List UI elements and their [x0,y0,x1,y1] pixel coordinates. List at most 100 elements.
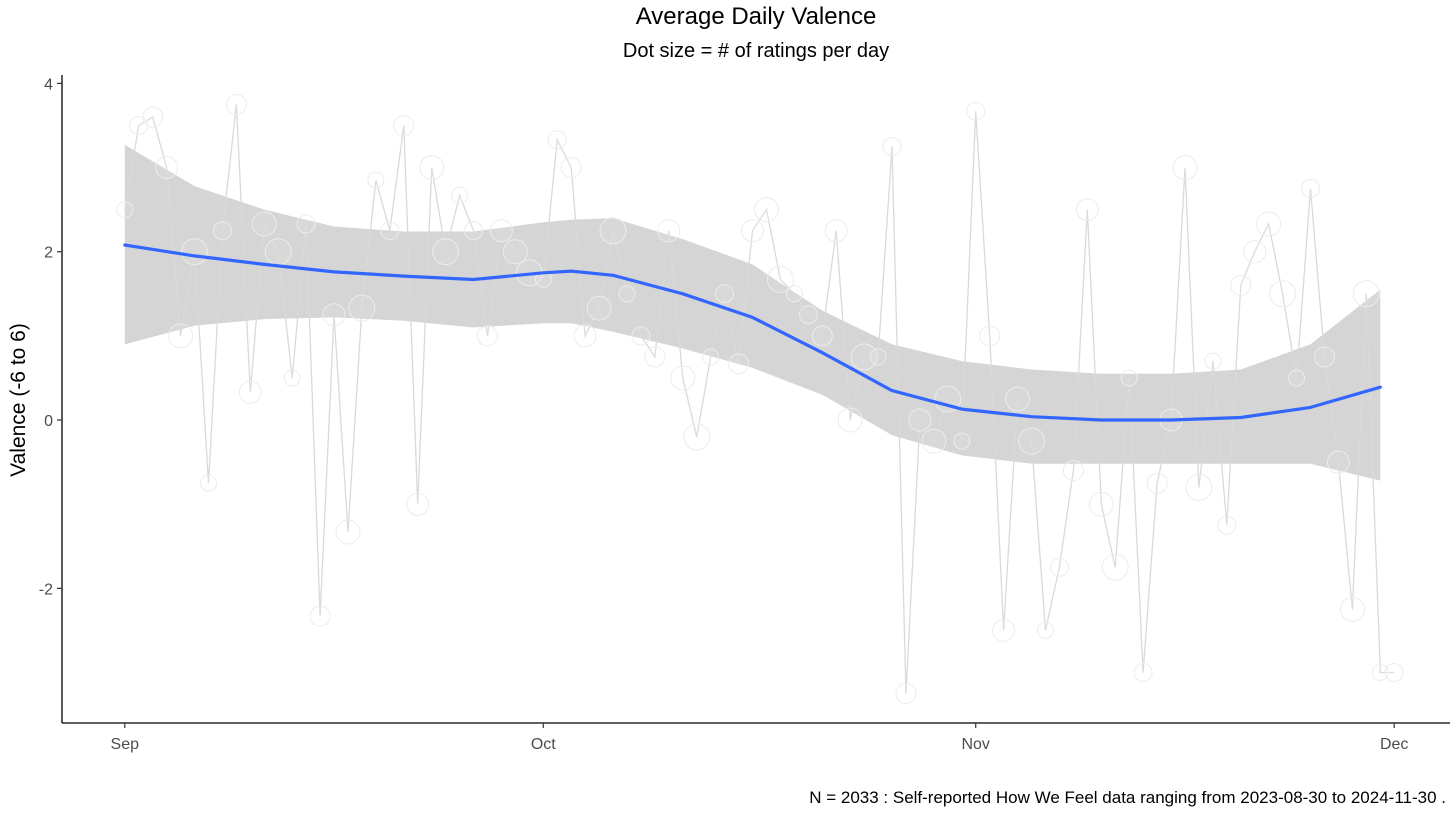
chart-caption: N = 2033 : Self-reported How We Feel dat… [809,788,1446,807]
data-point [322,303,346,327]
smooth-trend-layer [123,243,1382,422]
data-point [966,101,986,121]
data-point [683,423,711,451]
data-point [477,325,498,347]
data-point [921,428,947,454]
x-tick-label: Sep [111,736,140,753]
data-point [670,365,696,391]
data-point [657,219,681,243]
data-point [811,325,833,347]
y-tick-label: 0 [44,413,53,430]
data-point [785,285,803,303]
data-point [1217,515,1237,535]
data-point [181,238,208,266]
data-point [715,284,735,304]
data-point [1384,663,1404,682]
data-point [406,492,430,516]
data-point [869,348,887,366]
data-point [1269,280,1297,308]
confidence-band [124,144,1381,481]
y-tick-label: -2 [39,581,53,598]
data-point [824,219,848,243]
y-tick-label: 2 [44,245,53,262]
data-point [1049,557,1069,577]
data-point [264,238,292,266]
data-point [1230,274,1252,296]
data-point [1314,346,1335,368]
data-point [1133,663,1153,682]
data-point [1037,621,1054,639]
data-point [1101,553,1129,581]
data-point [367,171,385,189]
data-point [1256,211,1282,237]
data-point [225,94,247,115]
data-point [335,519,361,545]
data-point [1005,386,1031,412]
axes-layer: -2 0 2 4 Sep Oct Nov Dec [39,75,1450,753]
data-point [1062,460,1084,481]
data-point [979,325,1001,347]
data-point [1301,179,1320,199]
data-point [953,432,971,450]
data-point [1371,664,1389,681]
data-point [1075,198,1099,222]
y-tick-label: 4 [44,76,53,93]
data-point [728,353,750,375]
data-point [296,214,316,234]
data-point [798,305,818,325]
data-point [309,605,331,627]
data-point [599,217,627,245]
data-point [1339,596,1365,622]
data-point [1185,473,1213,501]
x-tick-label: Oct [531,736,556,753]
raw-series-line [124,104,1395,694]
smooth-trend-line [123,243,1382,422]
data-point [212,221,232,241]
data-point [908,408,932,432]
data-point [502,239,528,265]
data-point [348,294,376,322]
data-point [168,323,194,349]
x-tick-label: Dec [1380,736,1408,753]
chart-title: Average Daily Valence [635,3,877,30]
data-point [1326,450,1350,474]
data-point [1288,369,1306,387]
data-point [116,201,134,219]
data-point [1146,472,1168,494]
data-point [573,324,597,348]
data-point [1243,240,1267,264]
data-point [850,343,878,371]
raw-series-layer [116,94,1404,704]
x-tick-label: Nov [961,736,989,753]
data-point [1204,352,1222,370]
data-point [432,238,460,266]
data-point [464,221,483,241]
confidence-band-layer [124,144,1381,481]
data-point [741,219,764,243]
data-point [200,474,217,492]
data-point [1352,280,1380,308]
data-point [547,130,567,150]
chart-subtitle: Dot size = # of ratings per day [622,40,890,62]
data-point [1088,491,1114,517]
data-point [837,407,863,433]
data-point [618,285,636,303]
data-point [992,618,1016,642]
data-point [238,380,262,404]
data-point [560,157,582,179]
data-point [766,266,794,293]
data-point [702,348,720,366]
data-point [644,346,666,368]
data-point [1018,427,1045,455]
data-point [586,295,612,321]
data-point [142,106,164,128]
data-point [882,137,902,156]
data-point [489,219,513,243]
data-point [419,155,445,181]
data-point [1172,155,1198,181]
data-point [1120,369,1138,387]
data-point [251,211,277,237]
data-point [155,156,179,180]
data-point [451,186,469,204]
